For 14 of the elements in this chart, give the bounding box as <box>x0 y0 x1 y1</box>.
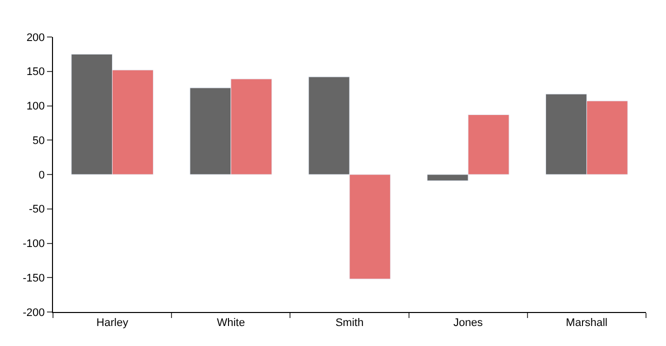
x-tick-label: Harley <box>96 317 129 330</box>
x-tick-label: White <box>216 317 245 330</box>
y-tick-label: -200 <box>22 306 45 319</box>
x-tick-label: Smith <box>335 317 364 330</box>
y-tick-label: 200 <box>26 32 45 44</box>
y-tick-label: 100 <box>26 100 45 113</box>
x-tick-label: Jones <box>453 317 484 330</box>
y-tick-label: -50 <box>28 204 45 216</box>
y-tick-label: 0 <box>38 169 45 182</box>
x-tick-label: Marshall <box>566 317 608 330</box>
y-tick-label: 50 <box>32 134 45 147</box>
y-tick-label: -150 <box>22 272 45 284</box>
y-tick-label: 150 <box>26 66 45 78</box>
y-tick-label: -100 <box>22 238 45 250</box>
